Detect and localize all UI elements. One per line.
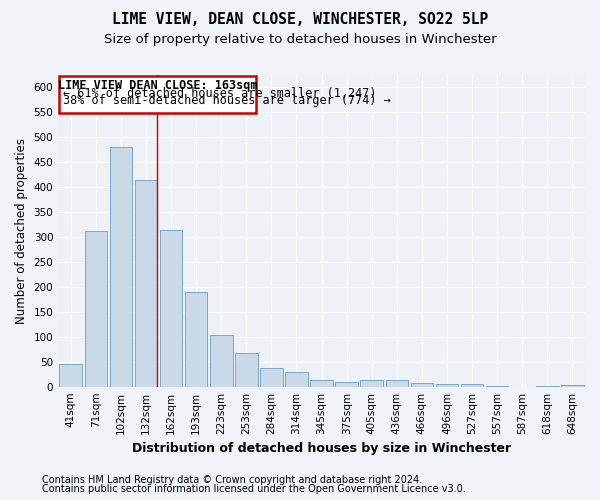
Bar [310, 380, 333, 386]
Bar [561, 385, 584, 386]
Y-axis label: Number of detached properties: Number of detached properties [15, 138, 28, 324]
FancyBboxPatch shape [59, 76, 256, 114]
Text: LIME VIEW DEAN CLOSE: 163sqm: LIME VIEW DEAN CLOSE: 163sqm [58, 79, 257, 92]
Bar [160, 230, 182, 386]
Bar [85, 231, 107, 386]
Bar [410, 382, 433, 386]
Text: ← 61% of detached houses are smaller (1,247): ← 61% of detached houses are smaller (1,… [63, 87, 377, 100]
Text: Contains public sector information licensed under the Open Government Licence v3: Contains public sector information licen… [42, 484, 466, 494]
Bar [260, 368, 283, 386]
X-axis label: Distribution of detached houses by size in Winchester: Distribution of detached houses by size … [132, 442, 511, 455]
Text: Size of property relative to detached houses in Winchester: Size of property relative to detached ho… [104, 32, 496, 46]
Bar [110, 148, 132, 386]
Bar [461, 384, 484, 386]
Bar [386, 380, 408, 386]
Bar [335, 382, 358, 386]
Text: LIME VIEW, DEAN CLOSE, WINCHESTER, SO22 5LP: LIME VIEW, DEAN CLOSE, WINCHESTER, SO22 … [112, 12, 488, 28]
Bar [210, 336, 233, 386]
Bar [361, 380, 383, 386]
Bar [134, 180, 157, 386]
Text: Contains HM Land Registry data © Crown copyright and database right 2024.: Contains HM Land Registry data © Crown c… [42, 475, 422, 485]
Bar [235, 353, 257, 386]
Bar [59, 364, 82, 386]
Bar [285, 372, 308, 386]
Bar [436, 384, 458, 386]
Text: 38% of semi-detached houses are larger (774) →: 38% of semi-detached houses are larger (… [63, 94, 391, 107]
Bar [185, 292, 208, 386]
